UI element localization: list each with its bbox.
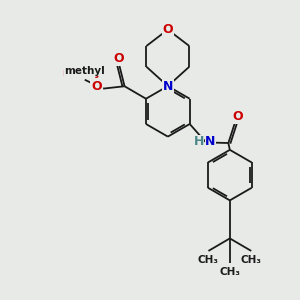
Text: methyl: methyl xyxy=(64,66,105,76)
Text: CH₃: CH₃ xyxy=(219,267,240,277)
Text: H: H xyxy=(194,135,204,148)
Text: CH₃: CH₃ xyxy=(198,255,219,266)
Text: O: O xyxy=(113,52,124,65)
Text: methyl: methyl xyxy=(63,68,106,78)
Text: O: O xyxy=(163,23,173,36)
Text: N: N xyxy=(163,80,173,93)
Text: O: O xyxy=(91,80,102,93)
Text: CH₃: CH₃ xyxy=(241,255,262,266)
Text: N: N xyxy=(205,135,216,148)
Text: O: O xyxy=(232,110,243,123)
